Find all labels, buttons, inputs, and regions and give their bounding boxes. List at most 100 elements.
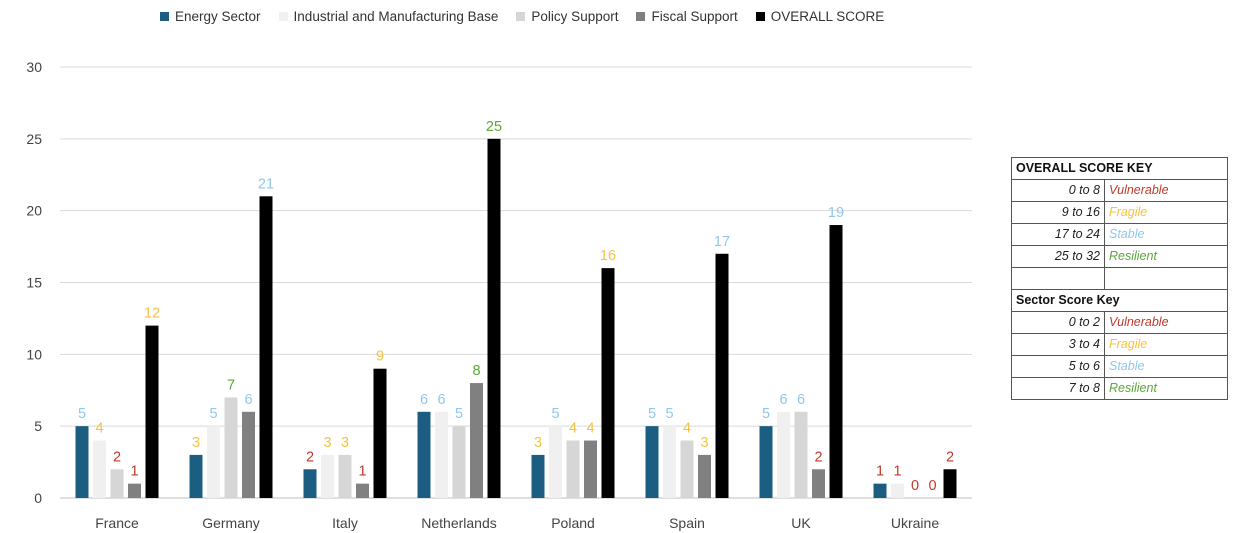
- bar: [943, 469, 957, 498]
- bar: [75, 426, 89, 498]
- data-label: 0: [911, 478, 919, 494]
- data-label: 4: [683, 421, 691, 437]
- key-range: 25 to 32: [1011, 245, 1105, 268]
- key-label: Resilient: [1104, 245, 1228, 268]
- data-label: 5: [665, 406, 673, 422]
- overall-key-header-row: OVERALL SCORE KEY: [1011, 157, 1228, 180]
- data-label: 6: [244, 392, 252, 408]
- data-label: 5: [648, 406, 656, 422]
- x-tick-label: Italy: [332, 515, 358, 531]
- key-range: 0 to 8: [1011, 179, 1105, 202]
- data-label: 17: [714, 234, 730, 250]
- bar: [891, 483, 904, 498]
- key-range: 9 to 16: [1011, 201, 1105, 224]
- legend-swatch: [636, 12, 646, 21]
- bar: [338, 454, 352, 498]
- data-label: 5: [762, 406, 770, 422]
- key-range: 7 to 8: [1011, 377, 1105, 400]
- key-label: Fragile: [1104, 333, 1228, 356]
- key-range: 0 to 2: [1011, 311, 1105, 334]
- legend-item: Energy Sector: [160, 9, 261, 24]
- data-label: 1: [130, 464, 138, 480]
- bar: [207, 426, 220, 498]
- bar: [715, 253, 729, 498]
- legend-swatch: [160, 12, 169, 21]
- key-range: 17 to 24: [1011, 223, 1105, 246]
- y-tick-label: 5: [34, 418, 42, 434]
- key-label: Vulnerable: [1104, 311, 1228, 334]
- bar: [829, 225, 843, 499]
- sector-key-row: 3 to 4 Fragile: [1011, 333, 1228, 356]
- legend-swatch: [278, 12, 288, 21]
- legend-swatch: [516, 12, 526, 21]
- bar: [759, 426, 773, 498]
- legend-item: Industrial and Manufacturing Base: [278, 9, 499, 24]
- data-label: 5: [209, 406, 217, 422]
- legend-label: Energy Sector: [175, 9, 261, 24]
- bar: [698, 454, 711, 498]
- data-label: 8: [472, 363, 480, 379]
- overall-key-row: 17 to 24 Stable: [1011, 223, 1228, 246]
- data-label: 6: [420, 392, 428, 408]
- key-range: 5 to 6: [1011, 355, 1105, 378]
- y-tick-label: 10: [26, 346, 42, 362]
- x-tick-label: Ukraine: [891, 515, 939, 531]
- data-label: 2: [814, 449, 822, 465]
- data-label: 5: [455, 406, 463, 422]
- bar: [110, 469, 124, 498]
- y-tick-label: 0: [34, 490, 42, 506]
- bar: [873, 483, 887, 498]
- legend-label: Industrial and Manufacturing Base: [293, 9, 499, 24]
- data-label: 6: [797, 392, 805, 408]
- sector-key-header-row: Sector Score Key: [1011, 289, 1228, 312]
- data-label: 0: [928, 478, 936, 494]
- key-label: Vulnerable: [1104, 179, 1228, 202]
- y-tick-label: 30: [26, 59, 42, 75]
- legend-label: Fiscal Support: [651, 9, 738, 24]
- bar: [487, 138, 501, 499]
- data-label: 16: [600, 248, 616, 264]
- chart-legend: Energy Sector Industrial and Manufacturin…: [160, 9, 884, 24]
- data-label: 25: [486, 119, 502, 135]
- bar: [93, 440, 106, 498]
- bar: [189, 454, 203, 498]
- bar: [435, 411, 448, 498]
- bar: [777, 411, 790, 498]
- x-tick-label: France: [95, 515, 139, 531]
- data-label: 2: [306, 449, 314, 465]
- sector-key-title: Sector Score Key: [1011, 289, 1228, 312]
- y-tick-label: 25: [26, 131, 42, 147]
- key-label: Fragile: [1104, 201, 1228, 224]
- bar: [549, 426, 562, 498]
- key-label: Stable: [1104, 223, 1228, 246]
- sector-key-row: 7 to 8 Resilient: [1011, 377, 1228, 400]
- data-label: 1: [893, 464, 901, 480]
- legend-item: Fiscal Support: [636, 9, 738, 24]
- data-label: 4: [569, 421, 577, 437]
- bar: [663, 426, 676, 498]
- y-tick-label: 20: [26, 203, 42, 219]
- key-spacer-cell: [1104, 267, 1228, 290]
- bar: [128, 483, 141, 498]
- data-label: 2: [946, 449, 954, 465]
- overall-key-row: 25 to 32 Resilient: [1011, 245, 1228, 268]
- key-label: Resilient: [1104, 377, 1228, 400]
- x-tick-label: Germany: [202, 515, 260, 531]
- sector-key-row: 0 to 2 Vulnerable: [1011, 311, 1228, 334]
- key-spacer-cell: [1011, 267, 1105, 290]
- legend-swatch: [755, 12, 765, 21]
- bar: [373, 368, 387, 498]
- data-label: 12: [144, 306, 160, 322]
- score-key-table: OVERALL SCORE KEY 0 to 8 Vulnerable 9 to…: [1011, 157, 1228, 400]
- data-label: 3: [700, 435, 708, 451]
- data-label: 3: [534, 435, 542, 451]
- legend-label: OVERALL SCORE: [770, 9, 885, 24]
- bar: [566, 440, 580, 498]
- bar: [680, 440, 694, 498]
- x-tick-label: Netherlands: [421, 515, 497, 531]
- bar: [584, 440, 597, 498]
- bar: [321, 454, 334, 498]
- data-label: 21: [258, 176, 274, 192]
- sector-key-row: 5 to 6 Stable: [1011, 355, 1228, 378]
